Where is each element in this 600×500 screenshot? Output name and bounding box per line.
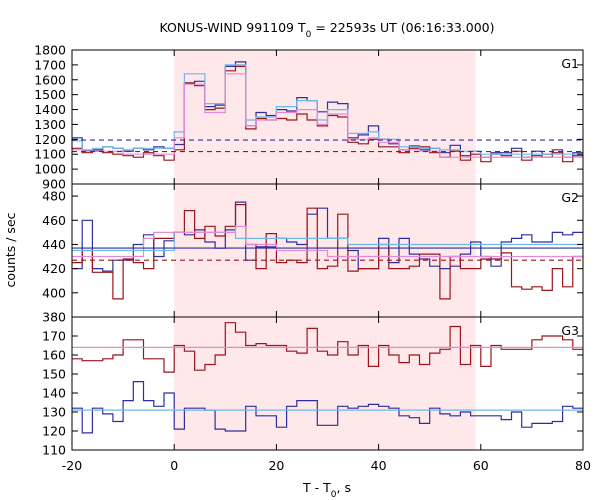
y-tick-label: 170 (42, 329, 66, 344)
series-g3-0-step-curve (72, 322, 583, 373)
series-g2-3-step-curve (72, 225, 583, 258)
series-g2-2-step-curve (72, 231, 583, 252)
panel-label: G1 (561, 56, 579, 71)
y-axis-label: counts / sec (3, 212, 18, 287)
chart-title: KONUS-WIND 991109 T0 = 22593s UT (06:16:… (159, 20, 494, 40)
y-tick-label: 140 (42, 386, 66, 401)
y-tick-label: 130 (42, 405, 66, 420)
series-g1-2-step-curve (72, 64, 583, 155)
y-tick-label: 460 (42, 213, 66, 228)
x-axis-label: T - T0, s (302, 480, 351, 500)
x-tick-label: 40 (371, 458, 387, 473)
y-tick-label: 380 (42, 310, 66, 325)
x-tick-label: 20 (268, 458, 284, 473)
panel-label: G2 (561, 190, 579, 205)
x-tick-label: 60 (473, 458, 489, 473)
x-tick-label: 80 (575, 458, 591, 473)
y-tick-label: 900 (42, 177, 66, 192)
x-tick-label: -20 (62, 458, 82, 473)
y-tick-label: 440 (42, 237, 66, 252)
panel-g2: 380 400 420 440 460 480 G2 (42, 183, 584, 325)
panel-label: G3 (561, 323, 579, 338)
y-tick-label: 120 (42, 424, 66, 439)
y-tick-label: 160 (42, 348, 66, 363)
panel-frame (71, 316, 584, 451)
series-g2-0-step-curve (72, 201, 583, 272)
y-tick-label: 1400 (34, 102, 66, 117)
y-tick-label: 1300 (34, 117, 66, 132)
series-g2-1-step-curve (72, 204, 583, 300)
y-tick-label: 150 (42, 367, 66, 382)
y-tick-label: 110 (42, 443, 66, 458)
panel-g3: 110 120 130 140 150 160 170 G3 (42, 316, 584, 458)
y-tick-label: 1800 (34, 43, 66, 58)
y-tick-label: 1200 (34, 132, 66, 147)
y-tick-label: 1700 (34, 57, 66, 72)
y-tick-label: 400 (42, 285, 66, 300)
title-subscript: 0 (306, 30, 312, 40)
y-tick-label: 1600 (34, 72, 66, 87)
series-g1-3-step-curve (72, 73, 583, 158)
x-axis-ticks: -20 0 20 40 60 80 (62, 458, 591, 473)
highlight-interval (174, 50, 476, 184)
y-tick-label: 1000 (34, 162, 66, 177)
x-axis-label-subscript: 0 (331, 490, 337, 500)
x-tick-label: 0 (170, 458, 178, 473)
y-tick-label: 480 (42, 189, 66, 204)
series-g3-1-step-curve (72, 381, 583, 434)
highlight-interval (174, 317, 476, 450)
y-tick-label: 1500 (34, 87, 66, 102)
y-tick-label: 420 (42, 261, 66, 276)
y-tick-label: 1100 (34, 147, 66, 162)
